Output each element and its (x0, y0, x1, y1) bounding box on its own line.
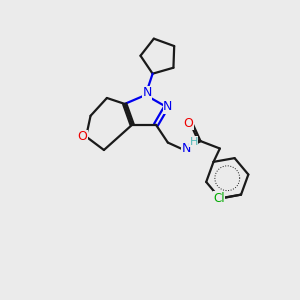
Text: N: N (163, 100, 172, 113)
Text: O: O (184, 117, 194, 130)
Text: O: O (78, 130, 88, 143)
Text: H: H (190, 137, 198, 147)
Text: N: N (142, 86, 152, 99)
Text: Cl: Cl (213, 192, 225, 205)
Text: N: N (182, 142, 191, 155)
